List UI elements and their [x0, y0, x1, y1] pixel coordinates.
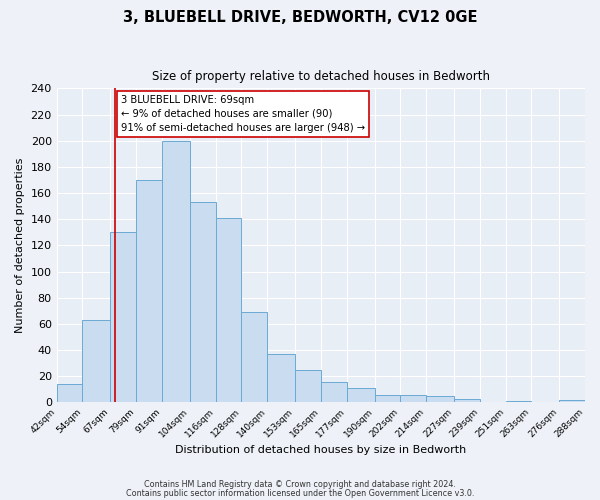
- Bar: [400, 394, 426, 402]
- X-axis label: Distribution of detached houses by size in Bedworth: Distribution of detached houses by size …: [175, 445, 466, 455]
- Bar: [295, 370, 321, 402]
- Bar: [241, 312, 267, 402]
- Bar: [190, 202, 215, 402]
- Bar: [215, 218, 241, 402]
- Bar: [559, 400, 585, 402]
- Bar: [110, 232, 136, 402]
- Bar: [374, 394, 400, 402]
- Bar: [506, 401, 532, 402]
- Bar: [136, 180, 162, 402]
- Bar: [267, 354, 295, 403]
- Y-axis label: Number of detached properties: Number of detached properties: [15, 158, 25, 333]
- Bar: [347, 388, 374, 402]
- Bar: [56, 384, 82, 402]
- Bar: [162, 140, 190, 402]
- Text: Contains HM Land Registry data © Crown copyright and database right 2024.: Contains HM Land Registry data © Crown c…: [144, 480, 456, 489]
- Title: Size of property relative to detached houses in Bedworth: Size of property relative to detached ho…: [152, 70, 490, 83]
- Bar: [82, 320, 110, 402]
- Bar: [321, 382, 347, 402]
- Bar: [426, 396, 454, 402]
- Text: 3 BLUEBELL DRIVE: 69sqm
← 9% of detached houses are smaller (90)
91% of semi-det: 3 BLUEBELL DRIVE: 69sqm ← 9% of detached…: [121, 95, 365, 133]
- Bar: [454, 398, 480, 402]
- Text: 3, BLUEBELL DRIVE, BEDWORTH, CV12 0GE: 3, BLUEBELL DRIVE, BEDWORTH, CV12 0GE: [123, 10, 477, 25]
- Text: Contains public sector information licensed under the Open Government Licence v3: Contains public sector information licen…: [126, 489, 474, 498]
